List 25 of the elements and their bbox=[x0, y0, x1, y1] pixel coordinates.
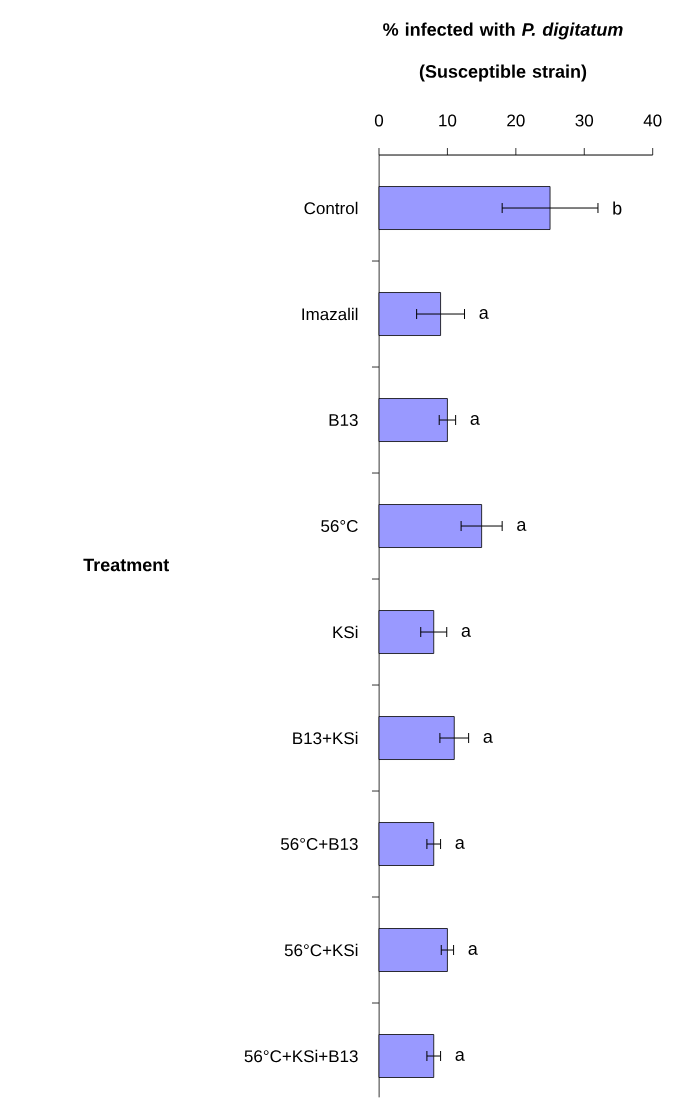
y-tick-label: B13+KSi bbox=[293, 731, 358, 745]
annotation: a bbox=[483, 733, 493, 743]
y-tick-label: 56°C bbox=[321, 520, 358, 533]
y-tick-label: 56°C+KSi bbox=[284, 943, 358, 957]
x-tick-label: 10 bbox=[439, 114, 457, 127]
annotation: a bbox=[470, 415, 480, 425]
y-tick-label: Control bbox=[304, 201, 358, 215]
y-tick-label: Imazalil bbox=[302, 307, 358, 321]
x-tick-label: 30 bbox=[575, 114, 594, 127]
y-tick-label: 56°C+B13 bbox=[280, 838, 358, 851]
annotation: b bbox=[613, 201, 622, 215]
x-tick-label: 0 bbox=[374, 114, 384, 127]
annotation: a bbox=[468, 945, 478, 955]
annotation: a bbox=[455, 1051, 465, 1061]
annotation: a bbox=[517, 521, 527, 531]
x-tick-label: 40 bbox=[643, 114, 662, 127]
text: % infected with P. digitatum (Susceptible strain) bbox=[383, 22, 623, 82]
y-axis-title: Treatment bbox=[83, 558, 169, 572]
y-tick-label: 56°C+KSi+B13 bbox=[244, 1049, 358, 1063]
y-tick-label: KSi bbox=[333, 625, 358, 639]
annotation: a bbox=[455, 839, 465, 849]
annotation: a bbox=[479, 309, 489, 319]
annotation: a bbox=[461, 627, 471, 637]
x-tick-label: 20 bbox=[507, 114, 525, 127]
y-tick-label: B13 bbox=[329, 414, 358, 427]
